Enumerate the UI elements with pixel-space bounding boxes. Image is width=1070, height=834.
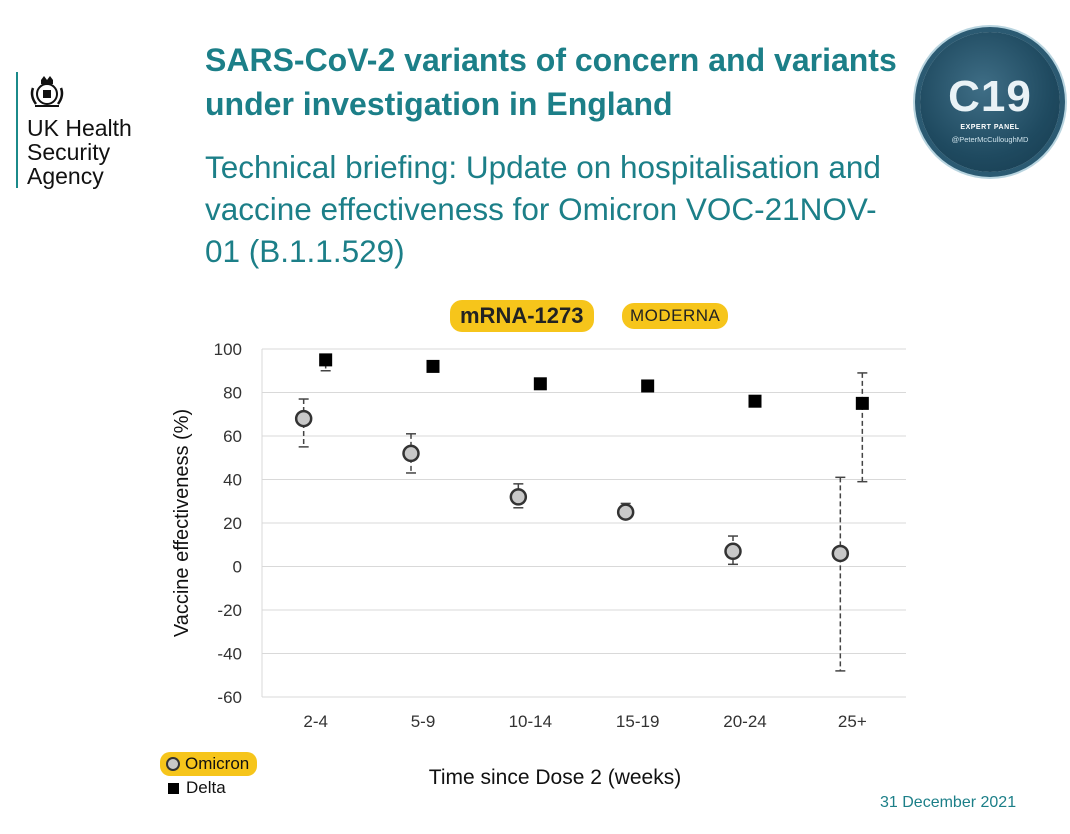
omicron-point	[509, 488, 528, 506]
x-tick-label: 10-14	[509, 712, 552, 731]
y-tick-label: 40	[223, 471, 242, 490]
x-axis-label: Time since Dose 2 (weeks)	[429, 766, 681, 789]
y-tick-label: 0	[233, 558, 242, 577]
omicron-point	[294, 409, 313, 428]
delta-point	[641, 379, 655, 393]
publication-date: 31 December 2021	[880, 794, 1017, 811]
delta-point	[426, 359, 440, 373]
vaccine-label: mRNA-1273	[460, 303, 584, 328]
badge-caption: EXPERT PANEL	[960, 124, 1020, 131]
org-name-line-3: Agency	[27, 163, 104, 189]
y-tick-label: -60	[217, 688, 242, 707]
omicron-point	[402, 444, 420, 463]
brand-pill: MODERNA	[622, 303, 729, 329]
page-title: SARS-CoV-2 variants of concern and varia…	[205, 42, 897, 122]
x-tick-label: 5-9	[411, 712, 436, 731]
y-tick-label: 80	[223, 384, 242, 403]
org-name-line-1: UK Health	[27, 115, 132, 141]
legend-item-delta: Delta	[160, 776, 257, 800]
square-marker-icon	[168, 782, 179, 794]
page-subtitle: Technical briefing: Update on hospitalis…	[205, 149, 881, 269]
y-tick-label: -40	[217, 645, 242, 664]
delta-point	[748, 394, 762, 408]
org-name-line-2: Security	[27, 139, 111, 165]
vaccine-pill: mRNA-1273	[450, 300, 594, 332]
circle-marker-icon	[166, 757, 180, 771]
y-tick-label: 100	[214, 340, 242, 359]
x-tick-label: 2-4	[303, 712, 328, 731]
expert-panel-badge: C19 EXPERT PANEL @PeterMcCulloughMD	[920, 32, 1060, 172]
delta-point	[319, 353, 333, 367]
omicron-point	[831, 544, 850, 563]
brand-label: MODERNA	[630, 306, 721, 325]
y-tick-label: -20	[217, 601, 242, 620]
x-tick-label: 25+	[838, 712, 867, 731]
org-logo: UK Health Security Agency	[16, 72, 132, 188]
y-tick-label: 20	[223, 514, 242, 533]
royal-crest-icon	[30, 76, 64, 107]
legend-label-omicron: Omicron	[185, 754, 250, 773]
badge-handle: @PeterMcCulloughMD	[951, 135, 1029, 144]
omicron-point	[724, 542, 742, 561]
omicron-point	[616, 503, 635, 521]
y-tick-label: 60	[223, 427, 242, 446]
y-axis-label: Vaccine effectiveness (%)	[171, 409, 193, 637]
delta-point	[855, 396, 869, 410]
legend-label-delta: Delta	[186, 778, 226, 797]
delta-point	[533, 377, 547, 391]
chart-legend: Omicron Delta	[160, 752, 258, 800]
legend-item-omicron: Omicron	[160, 752, 258, 776]
badge-title: C19	[948, 72, 1032, 121]
x-tick-label: 15-19	[616, 712, 659, 731]
x-tick-label: 20-24	[723, 712, 766, 731]
